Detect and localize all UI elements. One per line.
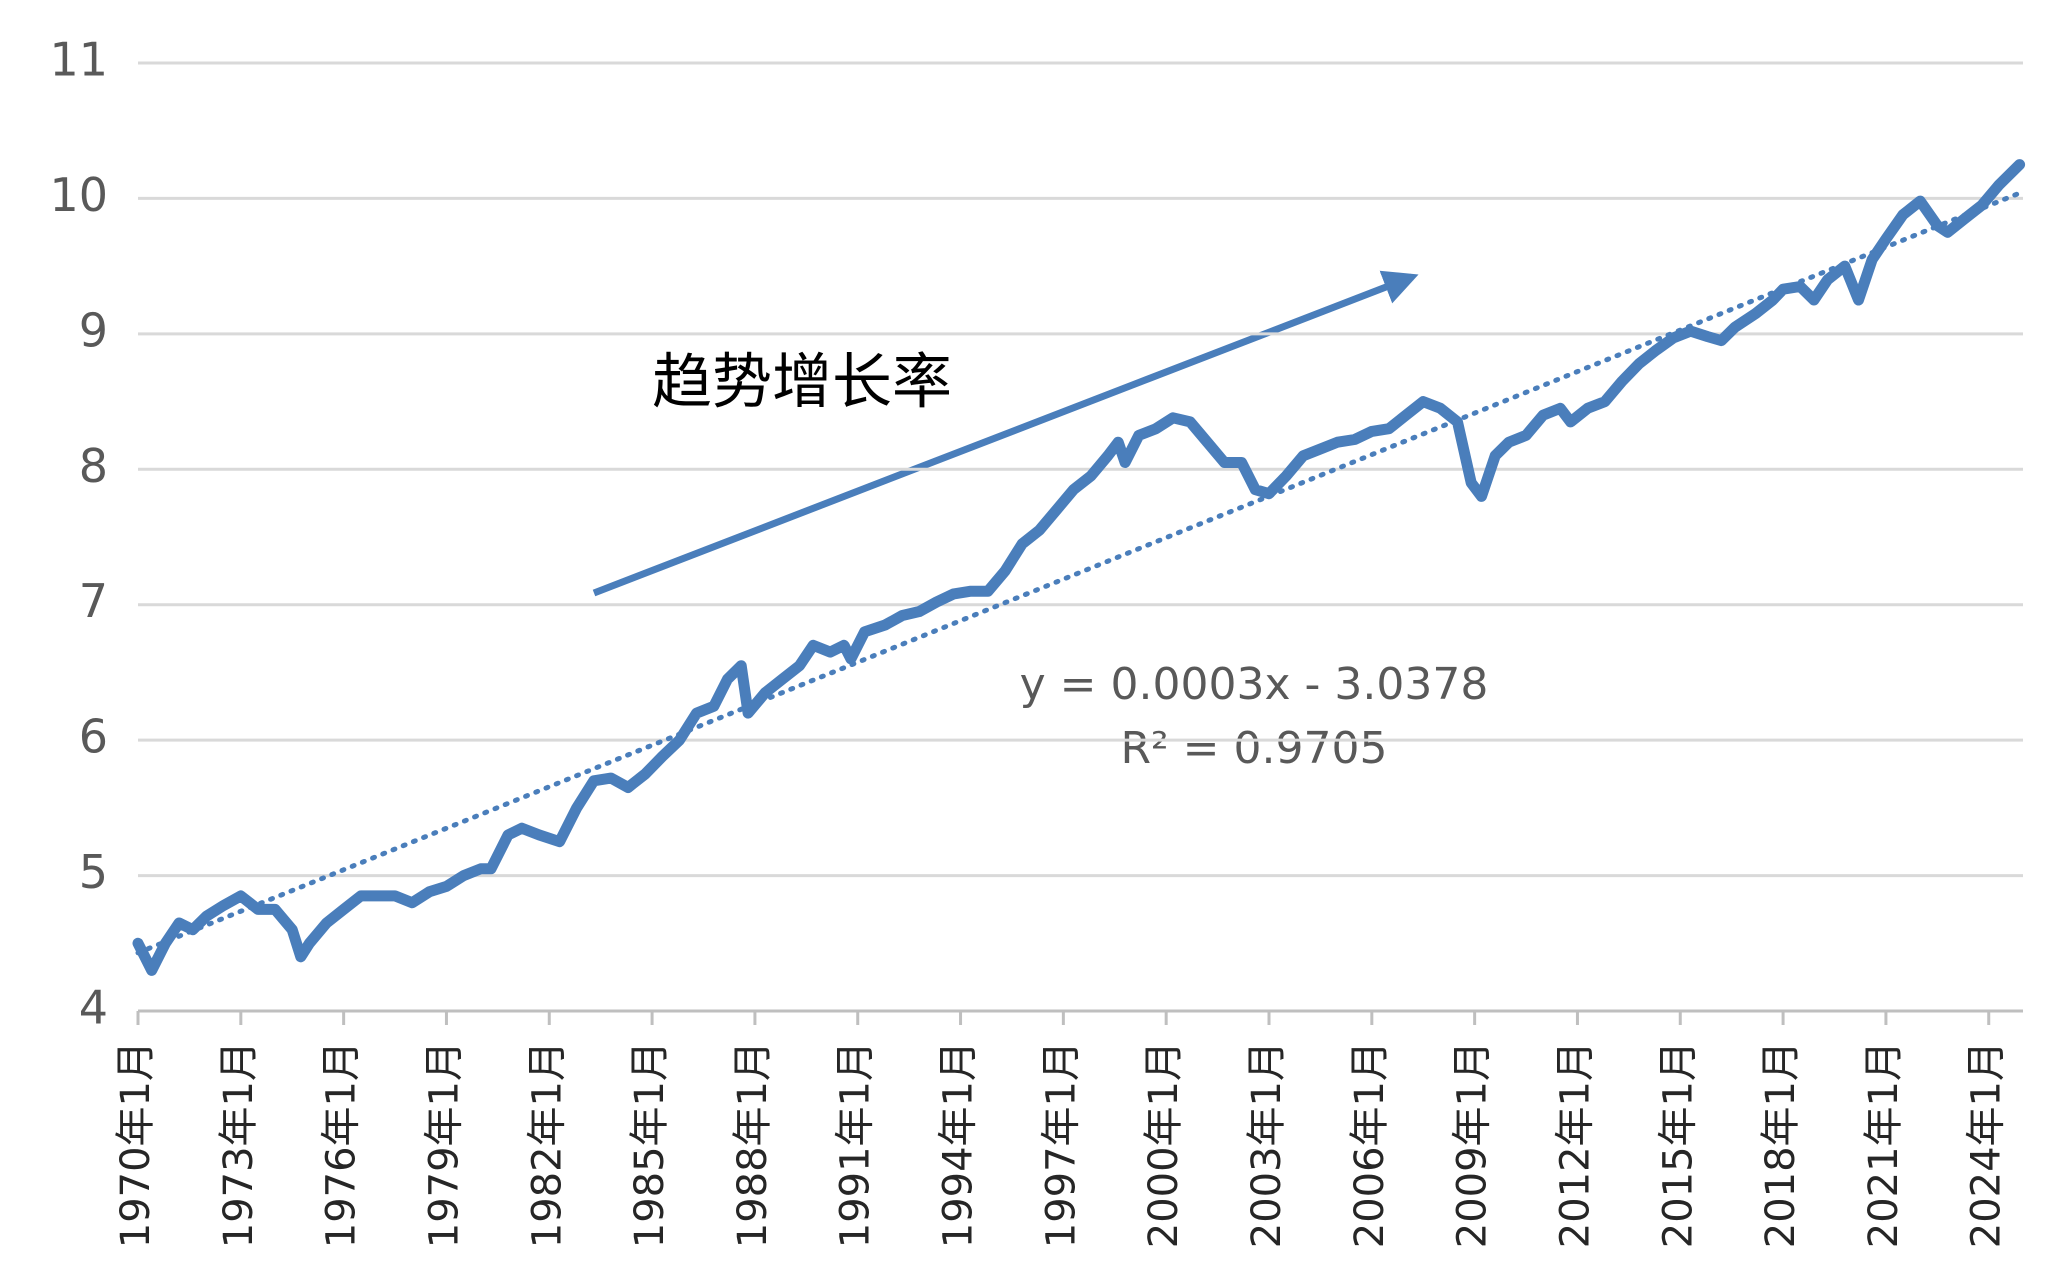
annotation: 趋势增长率: [652, 348, 952, 418]
y-tick-label: 4: [79, 981, 108, 1035]
x-tick-label: 2018年1月: [1758, 1041, 1804, 1248]
x-tick-label: 1994年1月: [936, 1041, 982, 1248]
r-squared: R² = 0.9705: [1120, 723, 1387, 774]
x-tick-label: 2012年1月: [1552, 1041, 1598, 1248]
x-tick-label: 1997年1月: [1038, 1041, 1084, 1248]
x-tick-label: 2015年1月: [1655, 1041, 1701, 1248]
x-tick-label: 1973年1月: [216, 1041, 262, 1248]
x-tick-label: 2009年1月: [1450, 1041, 1496, 1248]
x-tick-label: 1976年1月: [319, 1041, 365, 1248]
y-tick-label: 10: [49, 168, 108, 222]
x-tick-label: 2000年1月: [1141, 1041, 1187, 1248]
y-tick-label: 6: [79, 710, 108, 764]
trendline: [135, 189, 2026, 956]
x-tick-label: 2024年1月: [1964, 1041, 2010, 1248]
y-tick-label: 11: [49, 33, 108, 87]
y-tick-label: 8: [79, 439, 108, 493]
x-tick-label: 1991年1月: [833, 1041, 879, 1248]
y-tick-label: 5: [79, 845, 108, 899]
x-tick-label: 1982年1月: [524, 1041, 570, 1248]
y-tick-label: 7: [79, 574, 108, 628]
x-tick-label: 1970年1月: [113, 1041, 159, 1248]
y-tick-label: 9: [79, 303, 108, 357]
x-tick-label: 1988年1月: [730, 1041, 776, 1248]
x-tick-label: 2021年1月: [1861, 1041, 1907, 1248]
x-tick-label: 1985年1月: [627, 1041, 673, 1248]
equation: y = 0.0003x - 3.0378: [1020, 659, 1489, 710]
x-tick-label: 2006年1月: [1347, 1041, 1393, 1248]
x-tick-label: 1979年1月: [421, 1041, 467, 1248]
x-tick-label: 2003年1月: [1244, 1041, 1290, 1248]
trend-arrow: [592, 270, 1419, 597]
data-line: [132, 159, 2026, 976]
